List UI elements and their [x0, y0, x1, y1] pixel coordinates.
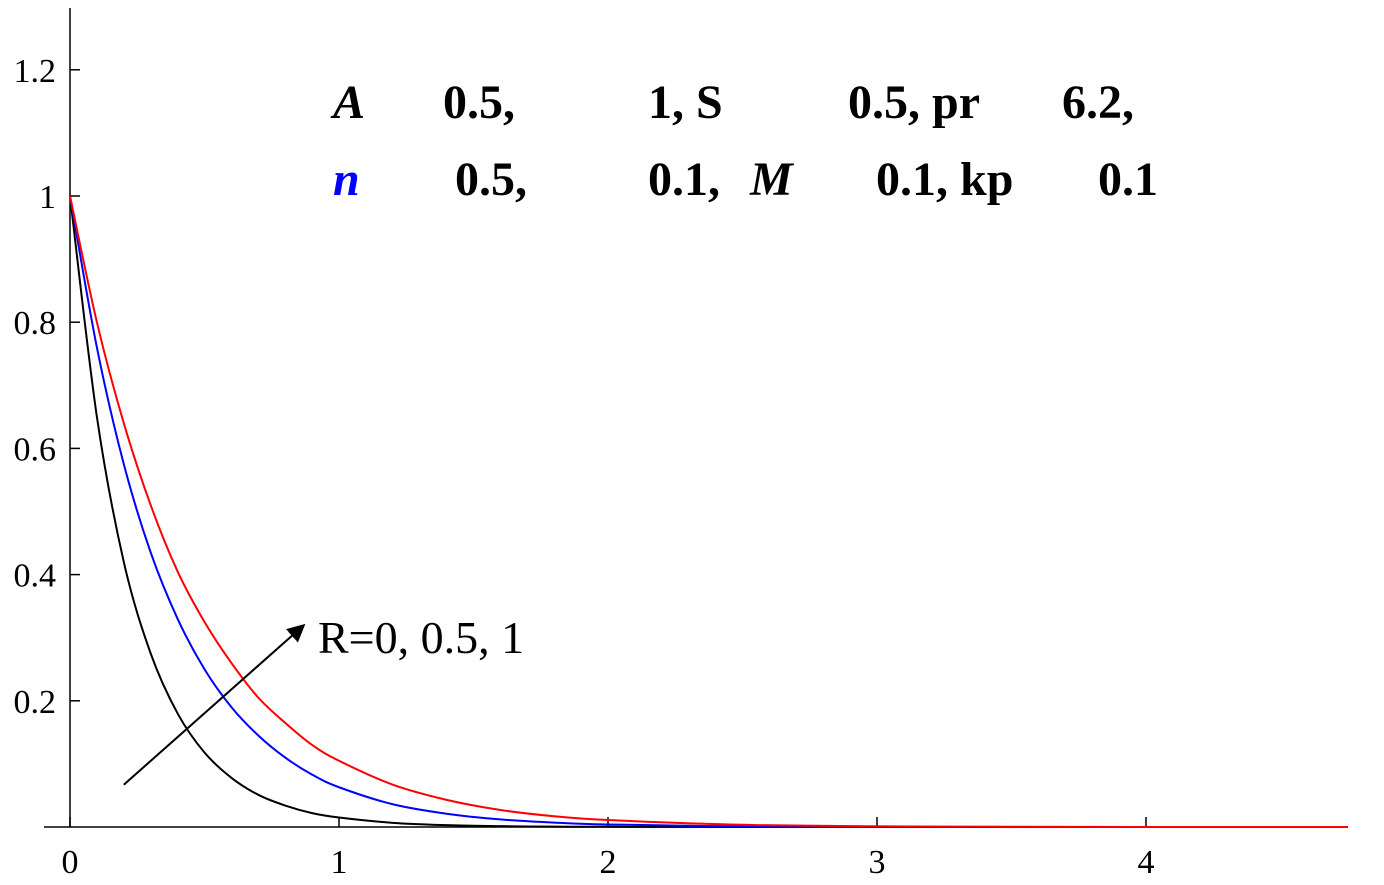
annotation-label: R=0, 0.5, 1 [318, 612, 524, 663]
param-second-value: 0.1, [648, 153, 720, 206]
y-tick-label: 1.2 [14, 53, 57, 90]
param-n-symbol: n [333, 153, 360, 206]
series-line-2 [69, 195, 1348, 829]
x-tick-label: 0 [62, 844, 79, 881]
series-line-3 [69, 195, 1348, 829]
y-tick-label: 1 [39, 179, 56, 216]
param-M-symbol: M [749, 153, 795, 206]
series-lines [69, 195, 1348, 829]
y-tick-label: 0.6 [14, 431, 57, 468]
param-n-value: 0.5, [455, 153, 527, 206]
param-line-1: A 0.5, 1, S 0.5, pr 6.2, [330, 76, 1134, 129]
axis-ticks: 0 1 2 3 4 0.2 0.4 0.6 0.8 1 1.2 [14, 53, 1155, 881]
annotation-arrow [123, 623, 306, 786]
annotation: R=0, 0.5, 1 [123, 612, 524, 786]
param-pr-value: 6.2, [1062, 76, 1134, 129]
series-line-1 [69, 195, 1348, 829]
param-kp-value: 0.1 [1098, 153, 1158, 206]
param-line-2: n 0.5, 0.1, M 0.1, kp 0.1 [333, 153, 1158, 206]
x-tick-label: 3 [869, 844, 886, 881]
y-tick-label: 0.4 [14, 558, 57, 595]
x-tick-label: 4 [1138, 844, 1155, 881]
y-tick-label: 0.2 [14, 684, 57, 721]
param-kp-group: 0.1, kp [876, 153, 1013, 206]
axes [44, 8, 1348, 828]
x-tick-label: 1 [331, 844, 348, 881]
x-tick-label: 2 [600, 844, 617, 881]
param-S-group: 1, S [648, 76, 723, 129]
param-A-symbol: A [330, 76, 365, 129]
param-A-value: 0.5, [443, 76, 515, 129]
y-tick-label: 0.8 [14, 305, 57, 342]
param-pr-group: 0.5, pr [848, 76, 980, 129]
parameter-box: A 0.5, 1, S 0.5, pr 6.2, n 0.5, 0.1, M 0… [330, 76, 1158, 206]
